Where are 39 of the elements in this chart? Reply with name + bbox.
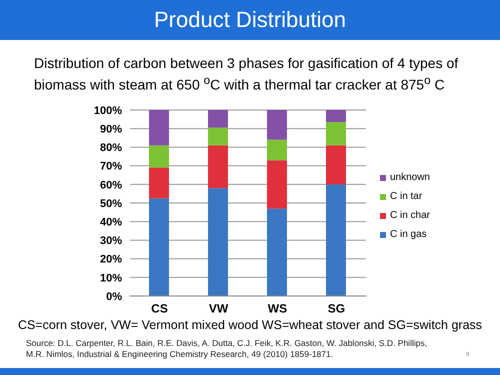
x-tick-label: CS: [151, 302, 168, 316]
legend-label: C in tar: [388, 191, 424, 202]
bar: [208, 128, 228, 146]
y-tick-label: 80%: [100, 142, 122, 154]
bar: [149, 198, 169, 296]
bar: [266, 140, 287, 160]
bar: [326, 184, 346, 296]
bar: [326, 122, 346, 146]
y-tick-label: 100%: [94, 104, 122, 117]
bar: [208, 188, 228, 296]
y-tick-label: 90%: [100, 124, 122, 136]
y-tick-label: 40%: [100, 216, 122, 229]
y-tick-label: 20%: [100, 254, 122, 266]
bar: [266, 110, 287, 140]
bar: [149, 110, 169, 146]
source-note: Source: D.L. Carpenter, R.L. Bain, R.E. Davis, A. Dutta, C.J. Feik, K.R. Gaston, W. Jablonski, S.D. Phillips, M.R. Nimlos, Industrial & Engineering Chemistry Research, 49 (2010) 1859-1871.: [26, 338, 428, 360]
y-tick-label: 30%: [100, 235, 122, 248]
bar: [266, 160, 287, 209]
bar: [326, 145, 346, 184]
bar: [149, 145, 169, 168]
legend-label: unknown: [388, 172, 430, 183]
legend-label: C in char: [388, 210, 430, 221]
bar: [208, 110, 228, 128]
chart-title: Product Distribution: [0, 0, 500, 40]
text: CS=corn stover, VW= Vermont mixed wood WS=wheat stover and SG=switch grass: [16, 318, 484, 332]
y-tick-label: 10%: [100, 272, 122, 284]
x-tick-label: VW: [208, 302, 229, 316]
bar: [208, 145, 228, 188]
legend-label: C in gas: [388, 229, 428, 240]
bar: [149, 168, 169, 198]
bar: [266, 208, 287, 296]
bar: [326, 110, 346, 122]
chart-subtitle: Distribution of carbon between 3 phases for gasification of 4 types of biomass with steam at 650 $^{o}$C with a thermal tar cracker at 875$^{o}$ C: [34, 54, 460, 94]
y-tick-label: 0%: [106, 290, 122, 303]
y-tick-label: 70%: [100, 160, 122, 173]
x-tick-label: SG: [328, 302, 346, 316]
y-tick-label: 50%: [100, 198, 122, 210]
y-tick-label: 60%: [100, 179, 122, 192]
x-tick-label: WS: [268, 302, 288, 316]
